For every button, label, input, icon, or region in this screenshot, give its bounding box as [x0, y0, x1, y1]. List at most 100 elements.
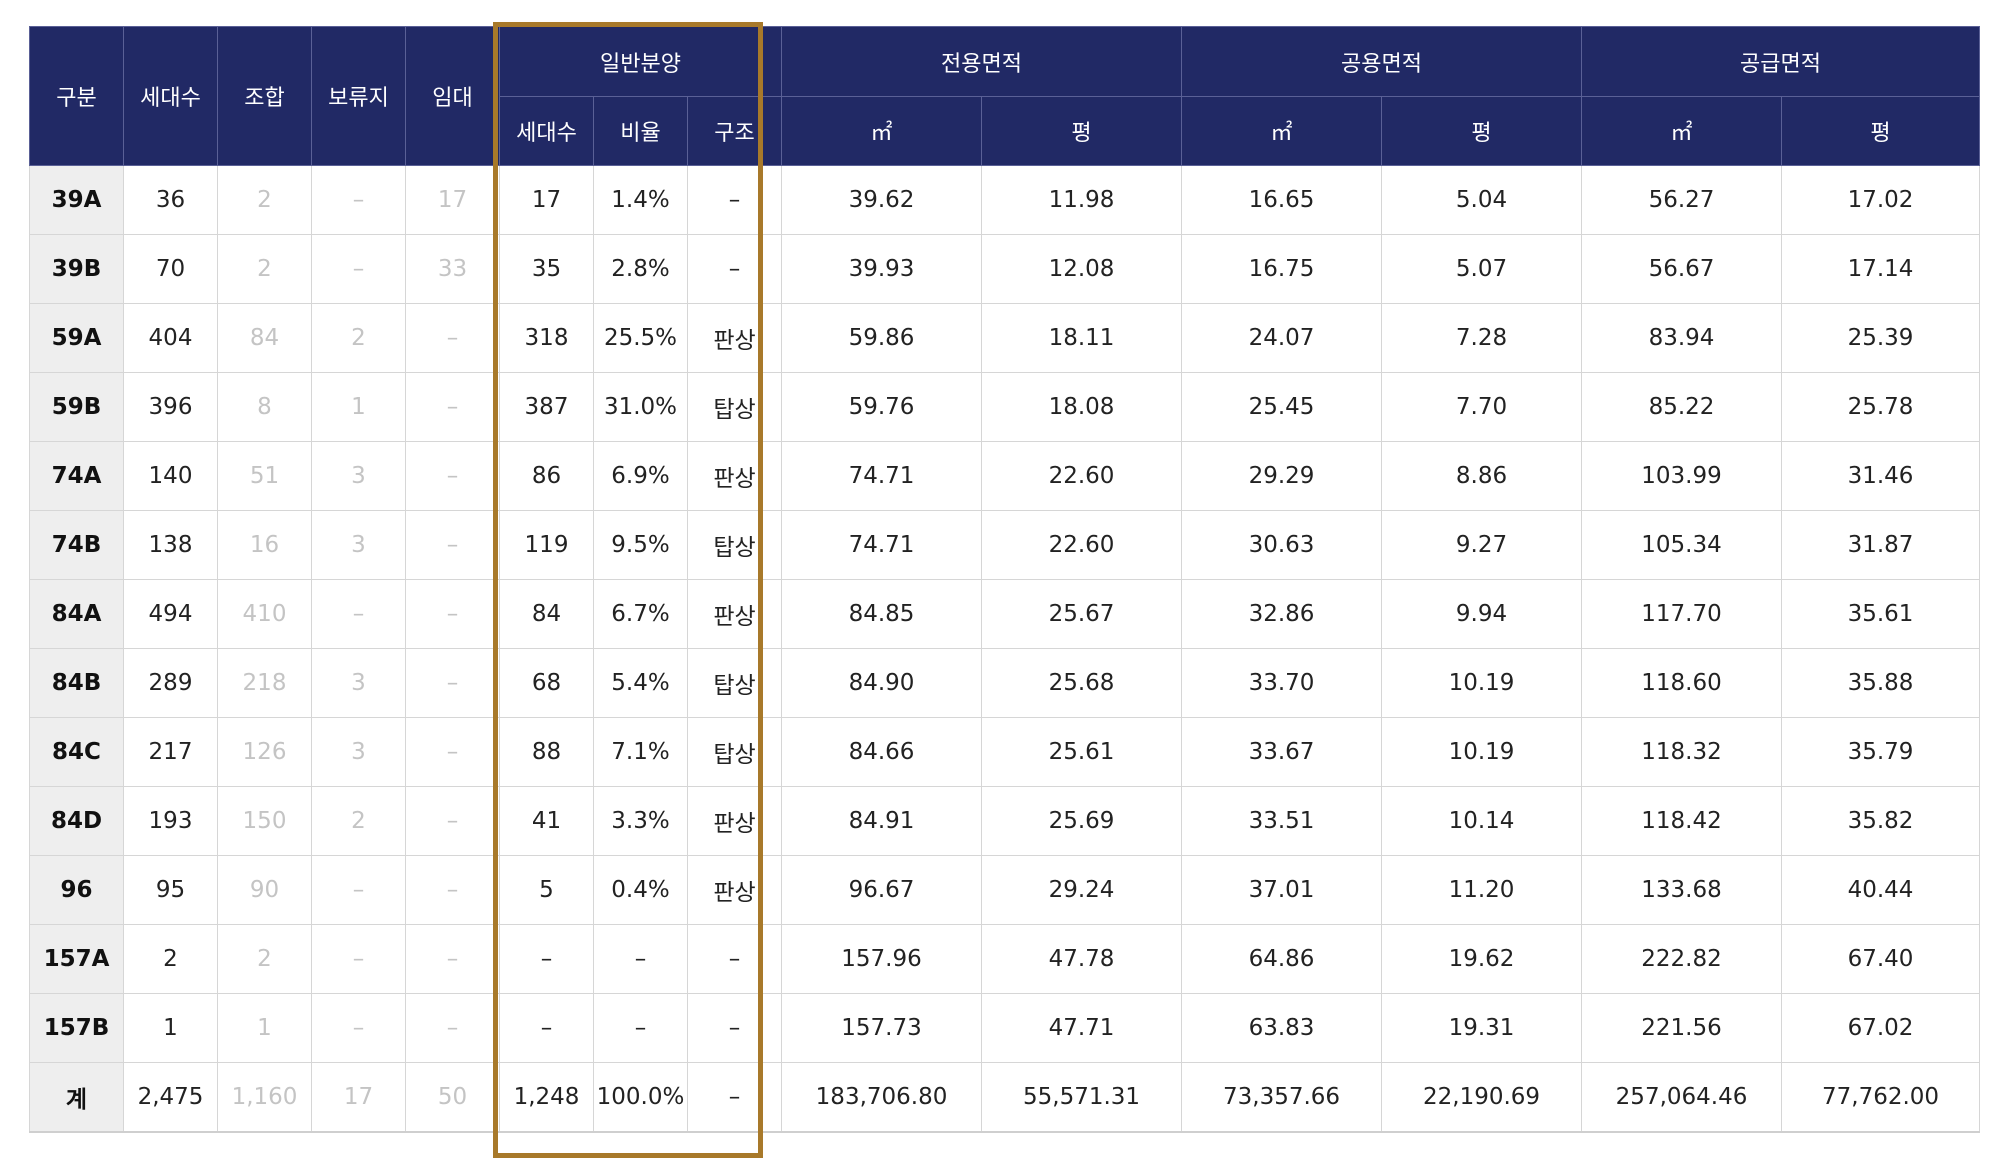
- table-row: 84A 494 410– –84 6.7% 판상 84.85 25.67 32.86 9.94 11…: [29, 579, 1981, 649]
- cell-supply-m2: 118.42: [1581, 786, 1783, 856]
- cell-reserved: 3: [311, 441, 406, 511]
- cell-common-pyeong: 8.86: [1381, 441, 1583, 511]
- cell-general-households: 35: [499, 234, 594, 304]
- cell-households: 1: [123, 993, 218, 1063]
- cell-rental: –: [405, 855, 500, 925]
- cell-supply-pyeong: 35.61: [1781, 579, 1981, 649]
- cell-union: 410: [217, 579, 312, 649]
- cell-rental: 50: [405, 1062, 500, 1133]
- cell-households: 2,475: [123, 1062, 218, 1133]
- cell-exclusive-pyeong: 25.61: [981, 717, 1183, 787]
- cell-exclusive-pyeong: 11.98: [981, 165, 1183, 235]
- cell-supply-pyeong: 25.39: [1781, 303, 1981, 373]
- cell-common-m2: 73,357.66: [1181, 1062, 1383, 1133]
- cell-common-m2: 25.45: [1181, 372, 1383, 442]
- cell-common-pyeong: 10.14: [1381, 786, 1583, 856]
- cell-type: 74B: [29, 510, 124, 580]
- cell-union: 1: [217, 993, 312, 1063]
- cell-exclusive-m2: 59.86: [781, 303, 983, 373]
- cell-rental: –: [405, 648, 500, 718]
- cell-supply-pyeong: 17.02: [1781, 165, 1981, 235]
- cell-general-households: 1,248: [499, 1062, 594, 1133]
- cell-union: 218: [217, 648, 312, 718]
- cell-general-ratio: 25.5%: [593, 303, 688, 373]
- cell-union: 2: [217, 924, 312, 994]
- cell-general-ratio: 1.4%: [593, 165, 688, 235]
- cell-type: 74A: [29, 441, 124, 511]
- cell-exclusive-m2: 84.90: [781, 648, 983, 718]
- table-row: 84C 217 126 3–88 7.1% 탑상 84.66 25.61 33.67 10.19 1…: [29, 717, 1981, 787]
- cell-reserved: –: [311, 579, 406, 649]
- cell-supply-pyeong: 31.46: [1781, 441, 1981, 511]
- cell-common-pyeong: 22,190.69: [1381, 1062, 1583, 1133]
- cell-type: 157A: [29, 924, 124, 994]
- cell-general-ratio: 6.7%: [593, 579, 688, 649]
- col-header-common-m2: ㎡: [1181, 96, 1383, 166]
- cell-exclusive-m2: 157.73: [781, 993, 983, 1063]
- cell-type: 84D: [29, 786, 124, 856]
- cell-exclusive-pyeong: 29.24: [981, 855, 1183, 925]
- cell-reserved: –: [311, 234, 406, 304]
- cell-households: 138: [123, 510, 218, 580]
- col-header-gubun: 구분: [29, 26, 124, 166]
- cell-type: 84B: [29, 648, 124, 718]
- cell-reserved: –: [311, 165, 406, 235]
- cell-supply-m2: 118.60: [1581, 648, 1783, 718]
- cell-general-households: –: [499, 924, 594, 994]
- col-group-common-area: 공용면적: [1181, 26, 1583, 97]
- cell-households: 217: [123, 717, 218, 787]
- cell-rental: –: [405, 579, 500, 649]
- cell-union: 150: [217, 786, 312, 856]
- cell-supply-m2: 105.34: [1581, 510, 1783, 580]
- cell-type: 59B: [29, 372, 124, 442]
- cell-reserved: 3: [311, 648, 406, 718]
- table-row: 39B 70 2–33 35 2.8% –39.93 12.08 16.75 5.07 56.67…: [29, 234, 1981, 304]
- cell-reserved: 1: [311, 372, 406, 442]
- cell-exclusive-m2: 59.76: [781, 372, 983, 442]
- cell-exclusive-pyeong: 12.08: [981, 234, 1183, 304]
- cell-supply-pyeong: 35.88: [1781, 648, 1981, 718]
- cell-common-m2: 16.75: [1181, 234, 1383, 304]
- cell-general-structure: 탑상: [686, 372, 783, 442]
- cell-supply-pyeong: 67.02: [1781, 993, 1981, 1063]
- cell-union: 1,160: [217, 1062, 312, 1133]
- cell-exclusive-m2: 84.91: [781, 786, 983, 856]
- cell-households: 289: [123, 648, 218, 718]
- table-row: 84B 289 218 3–68 5.4% 탑상 84.90 25.68 33.70 10.19 1…: [29, 648, 1981, 718]
- cell-exclusive-pyeong: 22.60: [981, 441, 1183, 511]
- cell-exclusive-pyeong: 25.69: [981, 786, 1183, 856]
- cell-rental: –: [405, 786, 500, 856]
- cell-reserved: –: [311, 993, 406, 1063]
- cell-common-m2: 33.70: [1181, 648, 1383, 718]
- col-header-general-structure: 구조: [686, 96, 783, 166]
- cell-general-structure: –: [686, 234, 783, 304]
- cell-union: 126: [217, 717, 312, 787]
- col-header-rental: 임대: [405, 26, 500, 166]
- cell-general-structure: 판상: [686, 303, 783, 373]
- table-row: 74A 140 51 3–86 6.9% 판상 74.71 22.60 29.29 8.86 103…: [29, 441, 1981, 511]
- col-group-supply-area: 공급면적: [1581, 26, 1981, 97]
- col-header-reserved: 보류지: [311, 26, 406, 166]
- cell-type: 39B: [29, 234, 124, 304]
- cell-supply-m2: 222.82: [1581, 924, 1783, 994]
- col-header-general-households: 세대수: [499, 96, 594, 166]
- cell-general-households: 86: [499, 441, 594, 511]
- cell-general-structure: –: [686, 993, 783, 1063]
- cell-general-households: 5: [499, 855, 594, 925]
- cell-households: 70: [123, 234, 218, 304]
- table-row: 59B 396 8 1–387 31.0% 탑상 59.76 18.08 25.45 7.70 85…: [29, 372, 1981, 442]
- cell-supply-pyeong: 31.87: [1781, 510, 1981, 580]
- cell-general-households: 318: [499, 303, 594, 373]
- table-row: 157B 1 1– – – – –157.73 47.71 63.83 19.31 221.56 67…: [29, 993, 1981, 1063]
- cell-rental: 33: [405, 234, 500, 304]
- cell-supply-pyeong: 77,762.00: [1781, 1062, 1981, 1133]
- cell-general-ratio: 3.3%: [593, 786, 688, 856]
- cell-households: 95: [123, 855, 218, 925]
- cell-general-households: 41: [499, 786, 594, 856]
- cell-common-m2: 30.63: [1181, 510, 1383, 580]
- cell-union: 16: [217, 510, 312, 580]
- cell-general-structure: 판상: [686, 579, 783, 649]
- table-row: 96 95 90– –5 0.4% 판상 96.67 29.24 37.01 11.20 133.6…: [29, 855, 1981, 925]
- cell-exclusive-m2: 183,706.80: [781, 1062, 983, 1133]
- cell-supply-pyeong: 17.14: [1781, 234, 1981, 304]
